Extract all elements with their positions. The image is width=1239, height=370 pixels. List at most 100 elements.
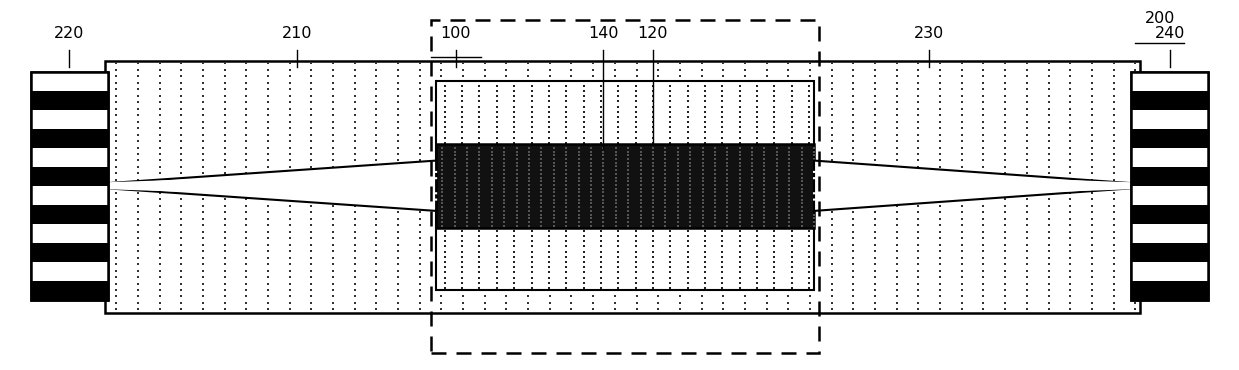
Point [556, 275, 576, 280]
Point [930, 99, 950, 105]
Point [482, 223, 502, 229]
Point [539, 269, 559, 275]
Point [799, 233, 819, 239]
Point [431, 280, 451, 286]
Point [730, 264, 750, 270]
Point [487, 140, 507, 146]
Point [522, 83, 541, 89]
Point [258, 261, 278, 267]
Point [735, 80, 755, 86]
Point [556, 202, 576, 208]
Point [150, 196, 170, 202]
Point [388, 80, 408, 86]
Point [799, 207, 819, 213]
Point [539, 197, 559, 203]
Point [569, 219, 589, 225]
Point [171, 293, 191, 299]
Point [539, 83, 559, 89]
Point [626, 130, 646, 135]
Point [494, 171, 514, 177]
Point [584, 306, 603, 312]
Point [518, 112, 538, 118]
Point [670, 106, 690, 112]
Point [695, 124, 715, 130]
Point [367, 93, 387, 99]
Point [631, 156, 650, 162]
Bar [1131, 129, 1208, 148]
Point [930, 67, 950, 73]
Point [712, 145, 732, 151]
Point [388, 248, 408, 254]
Point [453, 106, 473, 112]
Point [487, 145, 507, 151]
Point [655, 149, 675, 155]
Point [561, 261, 581, 267]
Point [591, 233, 611, 239]
Point [952, 248, 971, 254]
Point [648, 177, 668, 183]
Point [764, 114, 784, 120]
Point [691, 248, 711, 254]
Point [799, 228, 819, 234]
Point [494, 160, 514, 166]
Point [128, 209, 147, 215]
Point [606, 167, 626, 173]
Point [844, 222, 864, 228]
Point [388, 229, 408, 235]
Point [482, 152, 502, 158]
Point [1038, 151, 1058, 157]
Point [804, 204, 824, 210]
Point [655, 197, 675, 203]
Point [757, 203, 777, 209]
Point [605, 222, 624, 228]
Point [730, 219, 750, 225]
Point [995, 287, 1015, 293]
Point [792, 156, 812, 162]
Point [1082, 99, 1101, 105]
Point [626, 264, 646, 270]
Point [470, 145, 489, 151]
Point [655, 204, 675, 210]
Point [655, 164, 675, 169]
Point [556, 98, 576, 104]
Point [631, 164, 650, 169]
Point [504, 280, 524, 286]
Point [128, 203, 147, 209]
Point [717, 149, 737, 155]
Point [618, 219, 638, 225]
Point [782, 109, 802, 115]
Point [518, 119, 538, 125]
Point [730, 223, 750, 229]
Point [574, 124, 593, 130]
Point [757, 171, 777, 176]
Point [237, 151, 256, 157]
Point [735, 73, 755, 79]
Point [668, 215, 688, 221]
Point [497, 293, 517, 299]
Point [344, 306, 364, 312]
Point [128, 158, 147, 164]
Point [574, 145, 593, 151]
Point [717, 204, 737, 210]
Point [1125, 229, 1145, 235]
Point [539, 161, 559, 167]
Point [670, 164, 690, 170]
Point [470, 166, 489, 172]
Point [470, 204, 489, 210]
Point [764, 104, 784, 110]
Point [631, 219, 650, 225]
Point [258, 138, 278, 144]
Point [591, 186, 611, 192]
Point [606, 197, 626, 203]
Point [865, 222, 885, 228]
Point [660, 238, 680, 244]
Point [540, 60, 560, 66]
Point [237, 274, 256, 280]
Point [865, 171, 885, 176]
Point [507, 175, 527, 181]
Point [344, 293, 364, 299]
Point [323, 300, 343, 306]
Point [747, 155, 767, 161]
Point [487, 171, 507, 177]
Point [821, 268, 841, 273]
